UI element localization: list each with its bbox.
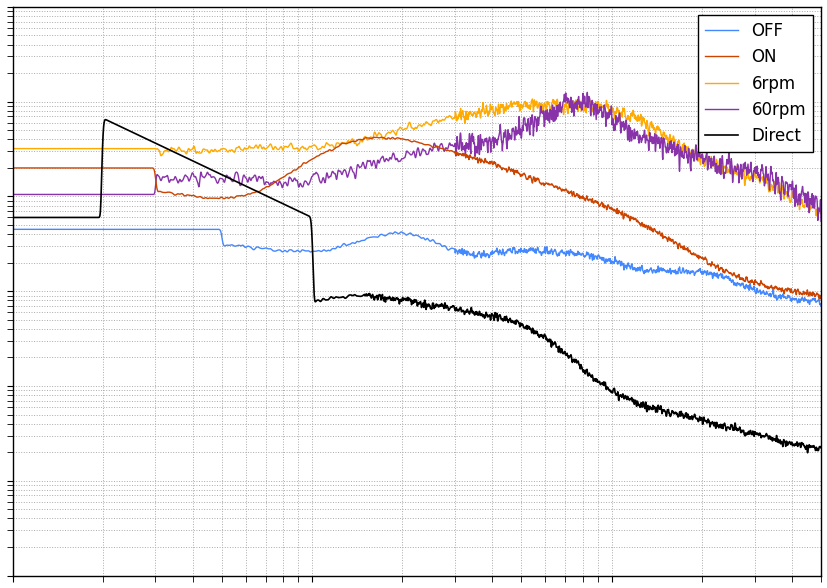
6rpm <box>318 143 327 150</box>
60rpm <box>815 218 825 225</box>
ON <box>800 289 810 296</box>
60rpm <box>352 161 362 168</box>
Line: 6rpm: 6rpm <box>12 99 820 219</box>
Direct <box>7 214 17 221</box>
6rpm <box>812 216 822 223</box>
Direct <box>100 116 110 123</box>
Direct <box>148 138 158 145</box>
OFF <box>799 296 809 303</box>
OFF <box>712 275 722 282</box>
Direct <box>352 292 362 299</box>
ON <box>318 150 327 157</box>
Direct <box>801 449 811 456</box>
6rpm <box>352 141 362 148</box>
60rpm <box>713 162 723 169</box>
60rpm <box>7 191 17 198</box>
OFF <box>7 226 17 233</box>
6rpm <box>99 145 109 152</box>
Line: 60rpm: 60rpm <box>12 92 820 222</box>
OFF <box>352 238 362 245</box>
Direct <box>815 445 825 452</box>
60rpm <box>318 175 327 182</box>
60rpm <box>581 89 591 96</box>
OFF <box>147 226 157 233</box>
6rpm <box>147 145 157 152</box>
60rpm <box>147 191 157 198</box>
60rpm <box>99 191 109 198</box>
ON <box>147 165 157 172</box>
OFF <box>815 302 825 309</box>
6rpm <box>800 199 810 206</box>
OFF <box>318 247 327 254</box>
6rpm <box>713 168 723 175</box>
Line: ON: ON <box>12 137 820 299</box>
ON <box>815 294 825 301</box>
Direct <box>99 117 109 124</box>
ON <box>99 165 109 172</box>
Line: Direct: Direct <box>12 119 820 453</box>
Direct <box>318 295 327 302</box>
OFF <box>99 226 109 233</box>
6rpm <box>7 145 17 152</box>
ON <box>815 295 825 302</box>
ON <box>352 136 362 143</box>
6rpm <box>565 95 575 102</box>
6rpm <box>815 206 825 213</box>
60rpm <box>800 193 810 201</box>
ON <box>7 165 17 172</box>
Direct <box>713 423 723 430</box>
Direct <box>800 445 810 452</box>
ON <box>713 263 723 270</box>
Line: OFF: OFF <box>12 229 820 306</box>
ON <box>375 133 385 141</box>
Legend: OFF, ON, 6rpm, 60rpm, Direct: OFF, ON, 6rpm, 60rpm, Direct <box>697 15 812 152</box>
